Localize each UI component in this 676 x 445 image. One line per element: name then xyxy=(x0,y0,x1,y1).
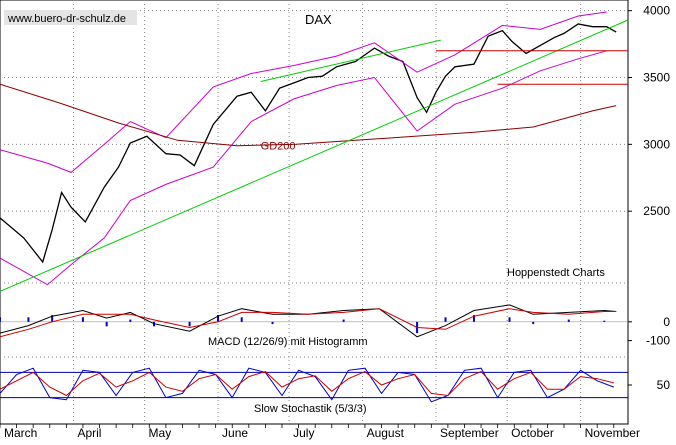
macd-label: MACD (12/26/9) mit Histogramm xyxy=(208,336,368,348)
annotation-gd200: GD200 xyxy=(261,141,296,153)
y-tick-label: -100 xyxy=(646,334,670,348)
source-label-box xyxy=(4,10,137,25)
stochastic-label: Slow Stochastik (5/3/3) xyxy=(254,403,367,415)
x-month-label: July xyxy=(293,426,314,440)
stochastic-panel xyxy=(0,367,628,403)
x-month-label: October xyxy=(511,426,554,440)
series-upper-band xyxy=(0,11,607,173)
macd-series-signal xyxy=(0,308,617,338)
stochastic-series-pct-d xyxy=(0,371,614,397)
y-tick-label: 4000 xyxy=(643,4,670,18)
series-dax-close xyxy=(0,23,617,264)
series-gd200 xyxy=(0,83,617,147)
y-tick-label: 0 xyxy=(663,315,670,329)
series-trendline-upper xyxy=(260,39,441,82)
x-month-label: May xyxy=(149,426,172,440)
series-lower-band xyxy=(0,50,607,286)
price-panel: GD200 xyxy=(0,11,629,292)
series-trendline-lower xyxy=(0,19,629,292)
y-tick-label: 50 xyxy=(657,378,671,392)
axis-labels: 2500 3000 3500 4000 0 -100 50 March April May June… xyxy=(0,4,670,440)
y-tick-label: 2500 xyxy=(643,204,670,218)
x-month-label: April xyxy=(77,426,101,440)
macd-panel xyxy=(0,304,628,338)
y-tick-label: 3000 xyxy=(643,137,670,151)
x-month-label: November xyxy=(585,426,640,440)
stochastic-label-box xyxy=(252,401,376,413)
x-month-label: September xyxy=(440,426,499,440)
y-tick-label: 3500 xyxy=(643,71,670,85)
stochastic-series-pct-k xyxy=(0,367,614,403)
credit-label: Hoppenstedt Charts xyxy=(507,267,605,279)
chart-title: DAX xyxy=(305,12,332,27)
x-month-label: March xyxy=(4,426,37,440)
x-month-label: August xyxy=(367,426,405,440)
x-month-label: June xyxy=(222,426,248,440)
source-label: www.buero-dr-schulz.de xyxy=(7,13,126,25)
